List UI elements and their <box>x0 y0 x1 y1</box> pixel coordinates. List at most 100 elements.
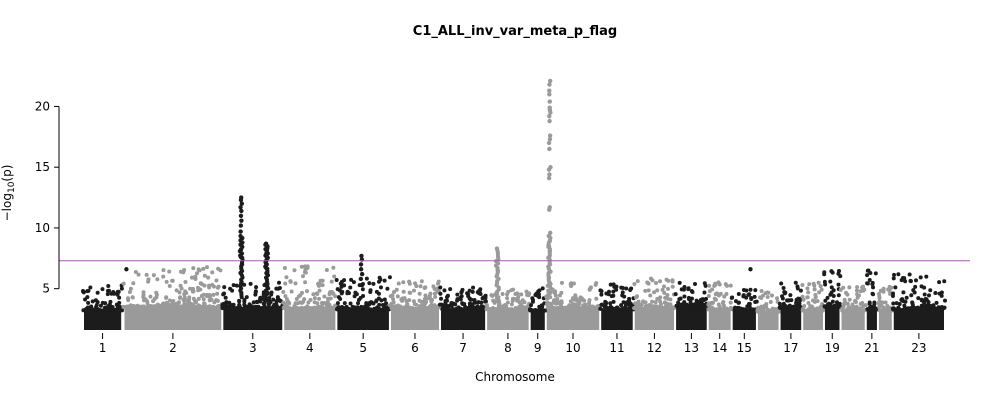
snp-point <box>865 307 870 312</box>
snp-point <box>942 298 947 303</box>
snp-point <box>870 280 875 285</box>
snp-point <box>923 297 928 302</box>
snp-point <box>763 291 768 296</box>
data-points <box>81 78 947 330</box>
snp-point <box>536 292 541 297</box>
chromosome-20-points <box>838 284 868 330</box>
snp-point <box>302 270 307 275</box>
snp-point <box>650 278 655 283</box>
snp-point <box>614 284 619 289</box>
snp-point <box>702 281 707 286</box>
x-axis-label: Chromosome <box>475 370 555 384</box>
peak-point <box>547 172 552 177</box>
snp-point <box>392 289 397 294</box>
snp-point <box>871 285 876 290</box>
snp-point <box>609 307 614 312</box>
snp-point <box>795 286 800 291</box>
snp-point <box>360 287 365 292</box>
snp-point <box>531 308 536 313</box>
snp-point <box>312 296 317 301</box>
snp-point <box>100 287 105 292</box>
snp-point <box>679 287 684 292</box>
snp-point <box>177 304 182 309</box>
snp-point <box>311 292 316 297</box>
snp-point <box>516 307 521 312</box>
snp-point <box>231 283 236 288</box>
x-tick-label: 3 <box>249 341 257 355</box>
snp-point <box>806 290 811 295</box>
snp-point <box>522 300 527 305</box>
snp-point <box>196 267 201 272</box>
snp-point <box>228 286 233 291</box>
snp-point <box>806 301 811 306</box>
peak-point <box>546 175 552 181</box>
snp-point <box>299 264 304 269</box>
snp-point <box>103 301 108 306</box>
snp-point <box>529 303 534 308</box>
snp-point <box>303 280 308 285</box>
chromosome-2-points <box>121 265 224 330</box>
snp-point <box>111 289 116 294</box>
snp-point <box>283 281 288 286</box>
snp-point <box>682 294 687 299</box>
snp-point <box>472 297 477 302</box>
snp-point <box>183 280 188 285</box>
snp-point <box>717 307 722 312</box>
snp-point <box>189 275 194 280</box>
snp-point <box>653 300 658 305</box>
snp-point <box>557 293 562 298</box>
chromosome-18-density-band <box>803 309 823 330</box>
x-tick-label: 1 <box>99 341 107 355</box>
y-tick-label: 15 <box>35 160 50 174</box>
snp-point <box>842 297 847 302</box>
snp-point <box>748 287 753 292</box>
snp-point <box>85 289 90 294</box>
snp-point <box>298 293 303 298</box>
snp-point <box>713 281 718 286</box>
peak-point <box>238 223 244 228</box>
snp-point <box>891 291 896 296</box>
y-tick-label: 20 <box>35 99 50 113</box>
snp-point <box>922 307 927 312</box>
snp-point <box>242 298 247 303</box>
snp-point <box>429 299 434 304</box>
x-tick-label: 4 <box>306 341 314 355</box>
snp-point <box>470 289 475 294</box>
snp-point <box>643 300 648 305</box>
snp-point <box>811 298 816 303</box>
snp-point <box>693 303 698 308</box>
snp-point <box>335 307 340 312</box>
snp-point <box>693 281 698 286</box>
snp-point <box>855 285 860 290</box>
snp-point <box>524 289 529 294</box>
y-axis-label-subscript: 10 <box>7 181 17 193</box>
snp-point <box>215 291 220 296</box>
snp-point <box>770 306 775 311</box>
snp-point <box>401 289 406 294</box>
snp-point <box>342 301 347 306</box>
snp-point <box>196 296 201 301</box>
snp-point <box>439 296 444 301</box>
snp-point <box>105 288 110 293</box>
chromosome-19-points <box>822 268 843 330</box>
snp-point <box>780 294 785 299</box>
snp-point <box>797 301 802 306</box>
snp-point <box>511 287 516 292</box>
chart-title: C1_ALL_inv_var_meta_p_flag <box>413 24 617 39</box>
snp-point <box>282 265 287 270</box>
snp-point <box>736 291 741 296</box>
snp-point <box>673 292 678 297</box>
snp-point <box>813 295 818 300</box>
snp-point <box>331 265 336 270</box>
snp-point <box>834 300 839 305</box>
snp-point <box>255 300 260 305</box>
x-tick-label: 15 <box>737 341 752 355</box>
chromosome-17-density-band <box>780 306 802 330</box>
snp-point <box>754 299 759 304</box>
snp-point <box>214 298 219 303</box>
chromosome-7-points <box>438 285 488 330</box>
snp-point <box>178 283 183 288</box>
snp-point <box>611 282 616 287</box>
peak-point <box>547 92 552 97</box>
snp-point <box>572 297 577 302</box>
